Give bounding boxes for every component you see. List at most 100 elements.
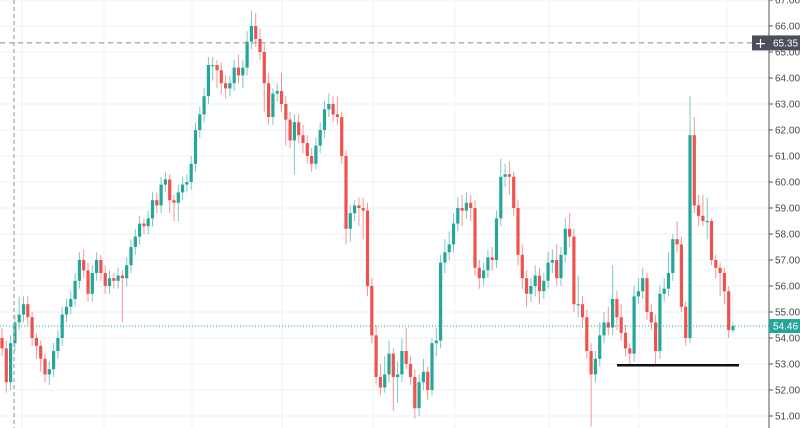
candle <box>185 174 189 193</box>
candle <box>516 200 520 266</box>
y-tick-label: 60.00 <box>775 178 800 189</box>
candle <box>606 306 610 336</box>
candle <box>572 228 576 312</box>
candle-body <box>580 304 585 318</box>
candle <box>550 249 554 273</box>
candle-body <box>611 299 615 328</box>
candle <box>692 117 696 214</box>
candle-body <box>99 260 103 273</box>
candle <box>391 348 395 411</box>
candle-body <box>159 184 163 206</box>
candle <box>318 122 322 154</box>
y-tick-label: 64.00 <box>775 74 800 85</box>
candle <box>189 156 193 190</box>
candle-body <box>185 182 189 185</box>
candle <box>146 210 150 234</box>
candle-body <box>95 260 99 273</box>
candle-body <box>344 156 348 229</box>
candle <box>611 265 615 336</box>
candle <box>632 286 636 362</box>
candle-body <box>387 353 391 375</box>
candle <box>679 236 683 312</box>
candle <box>546 252 550 289</box>
candle-body <box>443 252 447 263</box>
candle <box>421 358 425 390</box>
candle-body <box>370 286 374 336</box>
candle-body <box>262 52 266 84</box>
candle-body <box>241 67 245 76</box>
y-tick-label: 53.00 <box>775 360 800 371</box>
candle-body <box>353 205 357 214</box>
candle-body <box>658 293 662 351</box>
candle-body <box>34 338 38 346</box>
candle-body <box>727 291 731 331</box>
candle-body <box>305 143 309 156</box>
y-tick-label: 51.00 <box>775 412 800 423</box>
candle-body <box>619 317 623 333</box>
candle <box>73 273 77 307</box>
candle-body <box>447 244 451 253</box>
candle <box>288 111 292 149</box>
candle-body <box>26 304 30 318</box>
candle-body <box>697 205 701 216</box>
candle-body <box>606 322 610 328</box>
candle <box>26 296 30 325</box>
candle <box>443 239 447 273</box>
candle-body <box>537 275 542 292</box>
candle-body <box>249 26 253 42</box>
candle <box>219 62 223 94</box>
candle <box>215 59 219 89</box>
candle <box>335 96 339 125</box>
candle <box>464 192 468 219</box>
candle-body <box>189 163 193 182</box>
candle-body <box>335 114 339 117</box>
candle-body <box>17 314 21 323</box>
candle-body <box>138 223 142 237</box>
candle-body <box>146 218 150 227</box>
candle <box>701 195 705 227</box>
candle-body <box>589 351 593 375</box>
candle-body <box>649 312 653 323</box>
candle <box>206 57 210 104</box>
candle-body <box>434 340 438 344</box>
candle-body <box>645 278 649 312</box>
candle <box>473 200 477 276</box>
candle <box>456 197 460 232</box>
price-axis[interactable]: 51.00 52.00 53.00 54.00 55.00 56.00 57.00 58.00… <box>769 0 800 423</box>
candle <box>400 338 404 383</box>
candle <box>525 270 529 307</box>
candle-body <box>714 260 718 268</box>
candle <box>310 148 314 172</box>
candle <box>125 257 129 286</box>
candle <box>365 202 370 297</box>
candle <box>636 278 640 305</box>
candle <box>602 312 606 344</box>
candle-body <box>632 296 636 354</box>
candle <box>163 171 167 193</box>
candle-body <box>378 377 382 388</box>
candle <box>301 124 305 154</box>
candle <box>258 28 262 60</box>
candle-body <box>103 273 107 286</box>
candle-body <box>314 145 318 164</box>
candle-body <box>4 348 8 383</box>
candle <box>709 218 714 266</box>
candle <box>666 252 671 297</box>
candle-body <box>327 104 331 110</box>
candle <box>236 54 241 84</box>
candle <box>52 343 56 377</box>
candle-body <box>310 156 314 164</box>
candle <box>142 218 146 234</box>
candle-body <box>275 91 279 94</box>
candle-body <box>357 205 361 208</box>
candle-body <box>271 93 275 117</box>
candle-body <box>705 221 709 223</box>
candle-body <box>439 262 443 341</box>
candle <box>314 137 318 169</box>
plus-icon[interactable] <box>752 35 769 51</box>
candle <box>615 291 619 331</box>
candle <box>340 111 344 164</box>
candle-body <box>198 114 202 130</box>
candle <box>563 218 567 263</box>
